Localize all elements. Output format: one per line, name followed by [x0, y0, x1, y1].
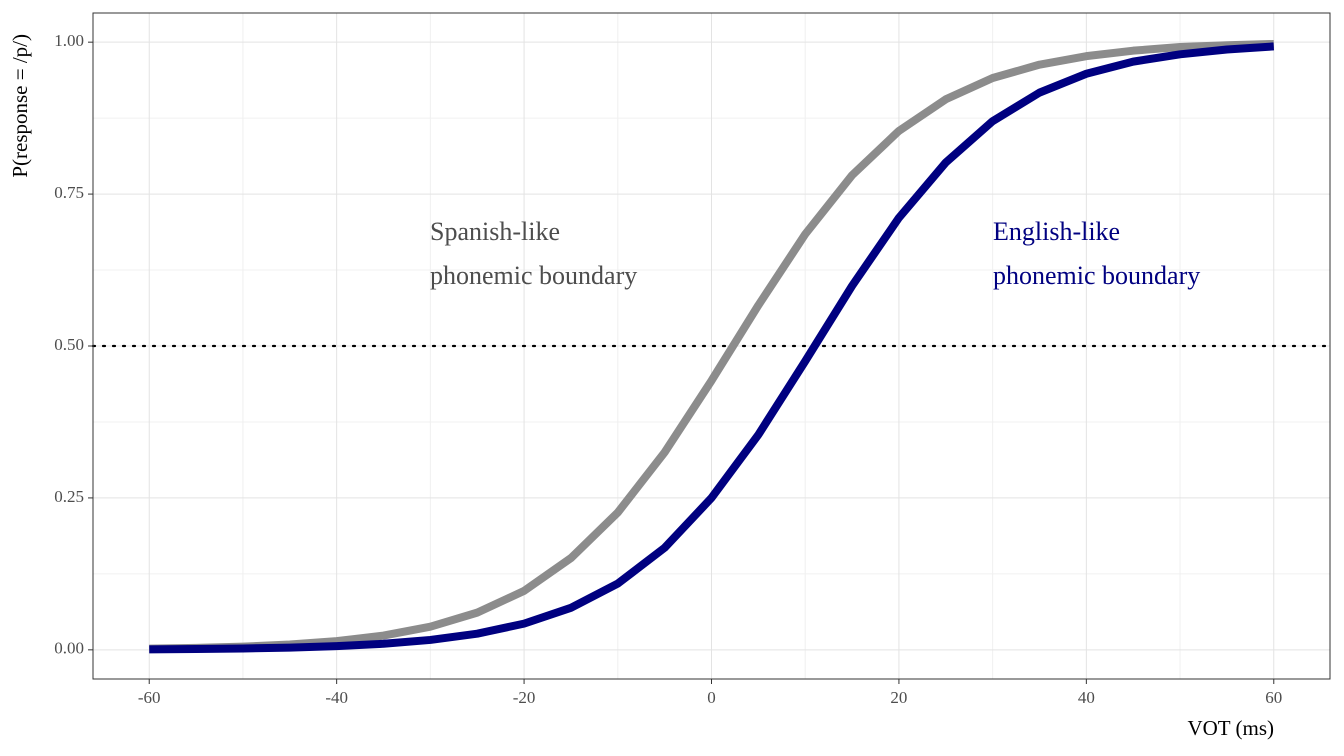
annotation: phonemic boundary: [993, 261, 1200, 290]
series-line: [149, 39, 1274, 653]
y-axis-label: P(response = /p/): [8, 34, 32, 178]
x-tick-label: 60: [1265, 688, 1282, 707]
plot-border: [92, 12, 1331, 680]
x-tick-label: 0: [707, 688, 716, 707]
x-tick-label: -20: [513, 688, 536, 707]
x-tick-label: 20: [890, 688, 907, 707]
annotation: Spanish-like: [430, 217, 560, 246]
annotation: phonemic boundary: [430, 261, 637, 290]
y-tick-label: 0.25: [54, 487, 84, 506]
x-tick-label: 40: [1078, 688, 1095, 707]
y-tick-label: 0.50: [54, 335, 84, 354]
x-tick-label: -40: [325, 688, 348, 707]
y-tick-label: 0.00: [54, 639, 84, 658]
y-tick-label: 1.00: [54, 31, 84, 50]
y-tick-label: 0.75: [54, 183, 84, 202]
x-tick-label: -60: [138, 688, 161, 707]
annotation: English-like: [993, 217, 1120, 246]
series-line: [149, 42, 1275, 654]
x-axis-label: VOT (ms): [1187, 716, 1274, 740]
